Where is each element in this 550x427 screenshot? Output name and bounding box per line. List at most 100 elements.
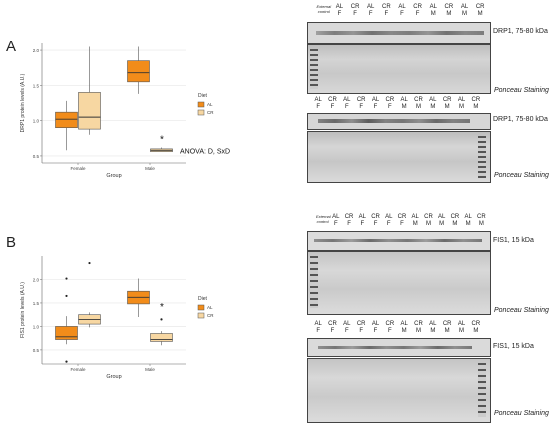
lane-label: CR F [344, 214, 354, 227]
y-tick-label: 2.0 [33, 277, 40, 282]
y-tick-label: 0.5 [33, 348, 40, 353]
blot-a1-lane-header: External control AL F CR F AL F CR F AL F CR F AL M CR M A… [316, 4, 488, 22]
lane-label: AL F [367, 4, 375, 17]
x-tick-label: Male [145, 367, 155, 372]
box-al-female [55, 326, 78, 340]
lane-label: CR F [382, 4, 391, 17]
legend-title: Diet [198, 296, 208, 302]
lane-label: AL M [429, 97, 437, 110]
blot-b1-ponceau-label: Ponceau Staining [494, 307, 549, 314]
y-tick-label: 1.0 [33, 119, 40, 124]
lane-label: AL M [400, 321, 408, 334]
lane-label: AL M [429, 4, 437, 17]
x-axis-label: Group [106, 374, 121, 380]
legend-swatch [197, 101, 205, 108]
lane-label: AL F [385, 214, 393, 227]
blot-a1-ponceau-label: Ponceau Staining [494, 87, 549, 94]
blot-a2-band-image [307, 113, 491, 130]
lane-label: CR F [350, 4, 360, 17]
legend-swatch [197, 304, 205, 311]
y-tick-label: 0.5 [33, 154, 40, 159]
blot-a1-band-image [307, 22, 491, 44]
blot-b1-lane-header: External control AL F CR F AL F CR F AL F CR F AL M CR M A… [316, 214, 488, 232]
lane-label: CR F [385, 97, 395, 110]
lane-label: AL F [335, 4, 344, 17]
outlier-point [65, 360, 68, 363]
blot-a2-lane-header: AL F CR F AL F CR F AL F CR F AL M CR M AL M CR M AL M CR M [311, 97, 483, 113]
x-axis-label: Group [106, 173, 121, 179]
lane-label: CR M [424, 214, 433, 227]
lane-label: CR F [413, 4, 422, 17]
lane-label: AL M [411, 214, 419, 227]
lane-label: CR F [356, 321, 366, 334]
lane-label: CR M [471, 321, 481, 334]
lane-label: AL F [343, 97, 351, 110]
lane-label: CR M [414, 321, 423, 334]
outlier-point [65, 294, 68, 298]
outlier-point [160, 318, 163, 321]
lane-label: AL M [457, 97, 466, 110]
lane-label: CR M [442, 97, 452, 110]
lane-label: AL F [314, 321, 322, 334]
lane-label: AL M [464, 214, 472, 227]
lane-label: CR F [356, 97, 366, 110]
lane-label: CR M [442, 321, 452, 334]
blot-b1-ponceau-image [307, 251, 491, 315]
significance-star: * [160, 302, 164, 313]
blot-b2-band-label: FIS1, 15 kDa [493, 343, 534, 350]
legend-label: CR [207, 313, 214, 318]
anova-annotation: ANOVA: D, SxD [180, 148, 230, 155]
panel-b-boxplot: 0.5 1.0 1.5 2.0 FIS1 protein levels (A.U.) Fe… [20, 256, 214, 380]
blot-b2-band-image [307, 338, 491, 357]
blot-b2-ponceau-image [307, 358, 491, 423]
legend-title: Diet [198, 93, 208, 99]
lane-label: External control [316, 214, 331, 224]
y-tick-label: 1.5 [33, 83, 40, 88]
lane-label: AL F [398, 4, 406, 17]
blot-b2-lane-header: AL F CR F AL F CR F AL F CR F AL M CR M AL M CR M AL M CR M [311, 321, 483, 337]
lane-label: CR M [477, 214, 486, 227]
x-tick-label: Female [70, 166, 86, 171]
legend-label: AL [207, 102, 213, 107]
lane-label: AL M [400, 97, 408, 110]
lane-label: CR F [328, 97, 337, 110]
y-tick-label: 2.0 [33, 48, 40, 53]
lane-label: AL F [371, 97, 380, 110]
y-axis-label: DRP1 protein levels (A.U.) [20, 73, 26, 132]
panel-a-boxplot: 0.5 1.0 1.5 2.0 DRP1 protein levels (A.U.) Fe… [20, 43, 230, 179]
box-cr-male [150, 333, 173, 342]
box-al-female [55, 111, 78, 129]
lane-label: AL F [358, 214, 366, 227]
blot-b2-ponceau-label: Ponceau Staining [494, 410, 549, 417]
lane-label: CR M [471, 97, 481, 110]
lane-label: AL F [332, 214, 340, 227]
y-tick-label: 1.5 [33, 301, 40, 306]
blot-a2-band-label: DRP1, 75-80 kDa [493, 116, 548, 123]
legend-swatch [197, 312, 205, 319]
significance-star: * [160, 134, 164, 145]
x-tick-label: Female [70, 367, 86, 372]
lane-label: AL F [314, 97, 322, 110]
lane-label: AL M [460, 4, 469, 17]
lane-label: CR M [414, 97, 423, 110]
lane-label: CR M [450, 214, 460, 227]
lane-label: AL M [429, 321, 437, 334]
blot-a1-band-label: DRP1, 75-80 kDa [493, 28, 548, 35]
lane-label: CR F [328, 321, 337, 334]
outlier-point [65, 277, 68, 280]
blot-b1-band-label: FIS1, 15 kDa [493, 237, 534, 244]
panel-letter-a: A [6, 38, 17, 55]
y-tick-label: 1.0 [33, 324, 40, 329]
lane-label: AL M [438, 214, 446, 227]
outlier-point [88, 261, 91, 265]
legend-label: CR [207, 110, 214, 115]
blot-a2-ponceau-image [307, 131, 491, 183]
lane-label: CR F [385, 321, 395, 334]
legend-label: AL [207, 305, 213, 310]
blot-a2-ponceau-label: Ponceau Staining [494, 172, 549, 179]
box-cr-female [78, 92, 101, 130]
lane-label: CR F [371, 214, 380, 227]
lane-label: CR F [397, 214, 407, 227]
y-axis-label: FIS1 protein levels (A.U.) [20, 282, 26, 338]
legend-swatch [197, 109, 205, 116]
